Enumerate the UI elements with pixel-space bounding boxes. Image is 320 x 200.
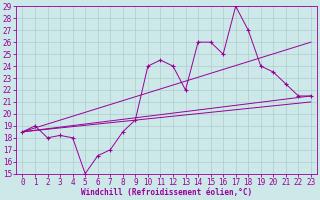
X-axis label: Windchill (Refroidissement éolien,°C): Windchill (Refroidissement éolien,°C) [81, 188, 252, 197]
